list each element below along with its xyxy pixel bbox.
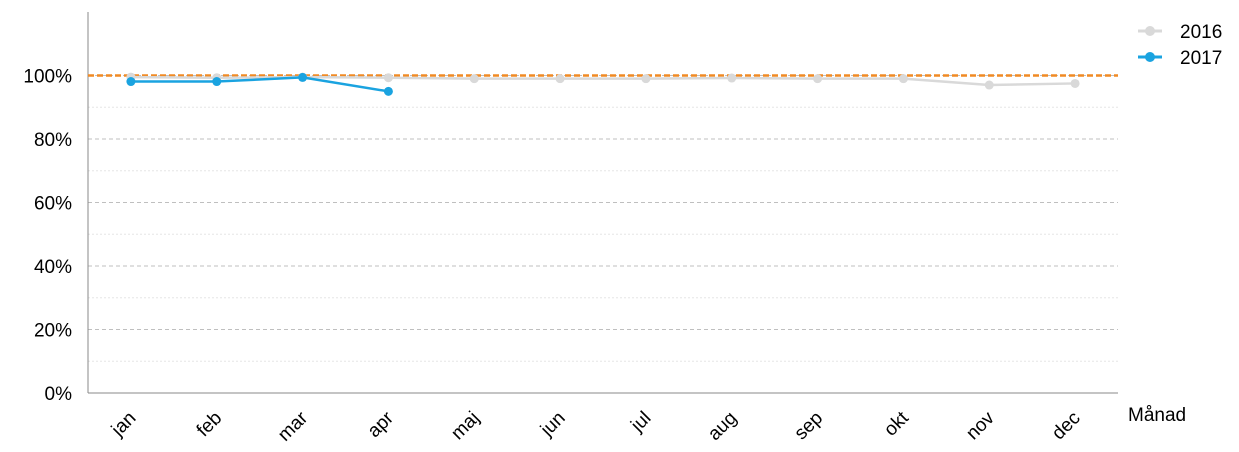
- x-tick-label: okt: [880, 407, 913, 440]
- x-tick-label: maj: [447, 408, 484, 445]
- x-tick-label: aug: [704, 408, 741, 445]
- y-tick-label: 100%: [23, 67, 72, 88]
- x-tick-label: mar: [274, 407, 312, 445]
- x-tick-label: sep: [791, 408, 828, 445]
- legend-label: 2017: [1180, 48, 1222, 69]
- x-tick-label: jun: [536, 408, 569, 441]
- data-point: [898, 74, 908, 84]
- data-point: [813, 74, 823, 84]
- data-point: [984, 80, 994, 90]
- x-axis-label: Månad: [1128, 405, 1186, 426]
- legend-label: 2016: [1180, 22, 1222, 43]
- data-point: [641, 74, 651, 84]
- data-point: [469, 74, 479, 84]
- x-tick-label: dec: [1048, 408, 1085, 445]
- data-point: [126, 77, 136, 87]
- y-tick-label: 20%: [34, 321, 72, 342]
- legend-marker: [1145, 26, 1155, 36]
- data-point: [1070, 78, 1080, 88]
- x-tick-label: jul: [626, 408, 655, 437]
- y-tick-label: 60%: [34, 194, 72, 215]
- data-point: [383, 73, 393, 83]
- data-point: [212, 77, 222, 87]
- y-tick-label: 0%: [45, 384, 73, 405]
- y-tick-label: 80%: [34, 130, 72, 151]
- x-tick-label: nov: [962, 407, 999, 444]
- x-tick-label: apr: [364, 407, 399, 442]
- data-point: [298, 72, 308, 82]
- series-line: [130, 76, 389, 93]
- y-tick-label: 40%: [34, 257, 72, 278]
- data-point: [555, 74, 565, 84]
- legend-marker: [1145, 52, 1155, 62]
- x-tick-label: jan: [107, 408, 140, 441]
- x-tick-label: feb: [193, 408, 227, 442]
- data-point: [727, 73, 737, 83]
- data-point: [383, 86, 393, 96]
